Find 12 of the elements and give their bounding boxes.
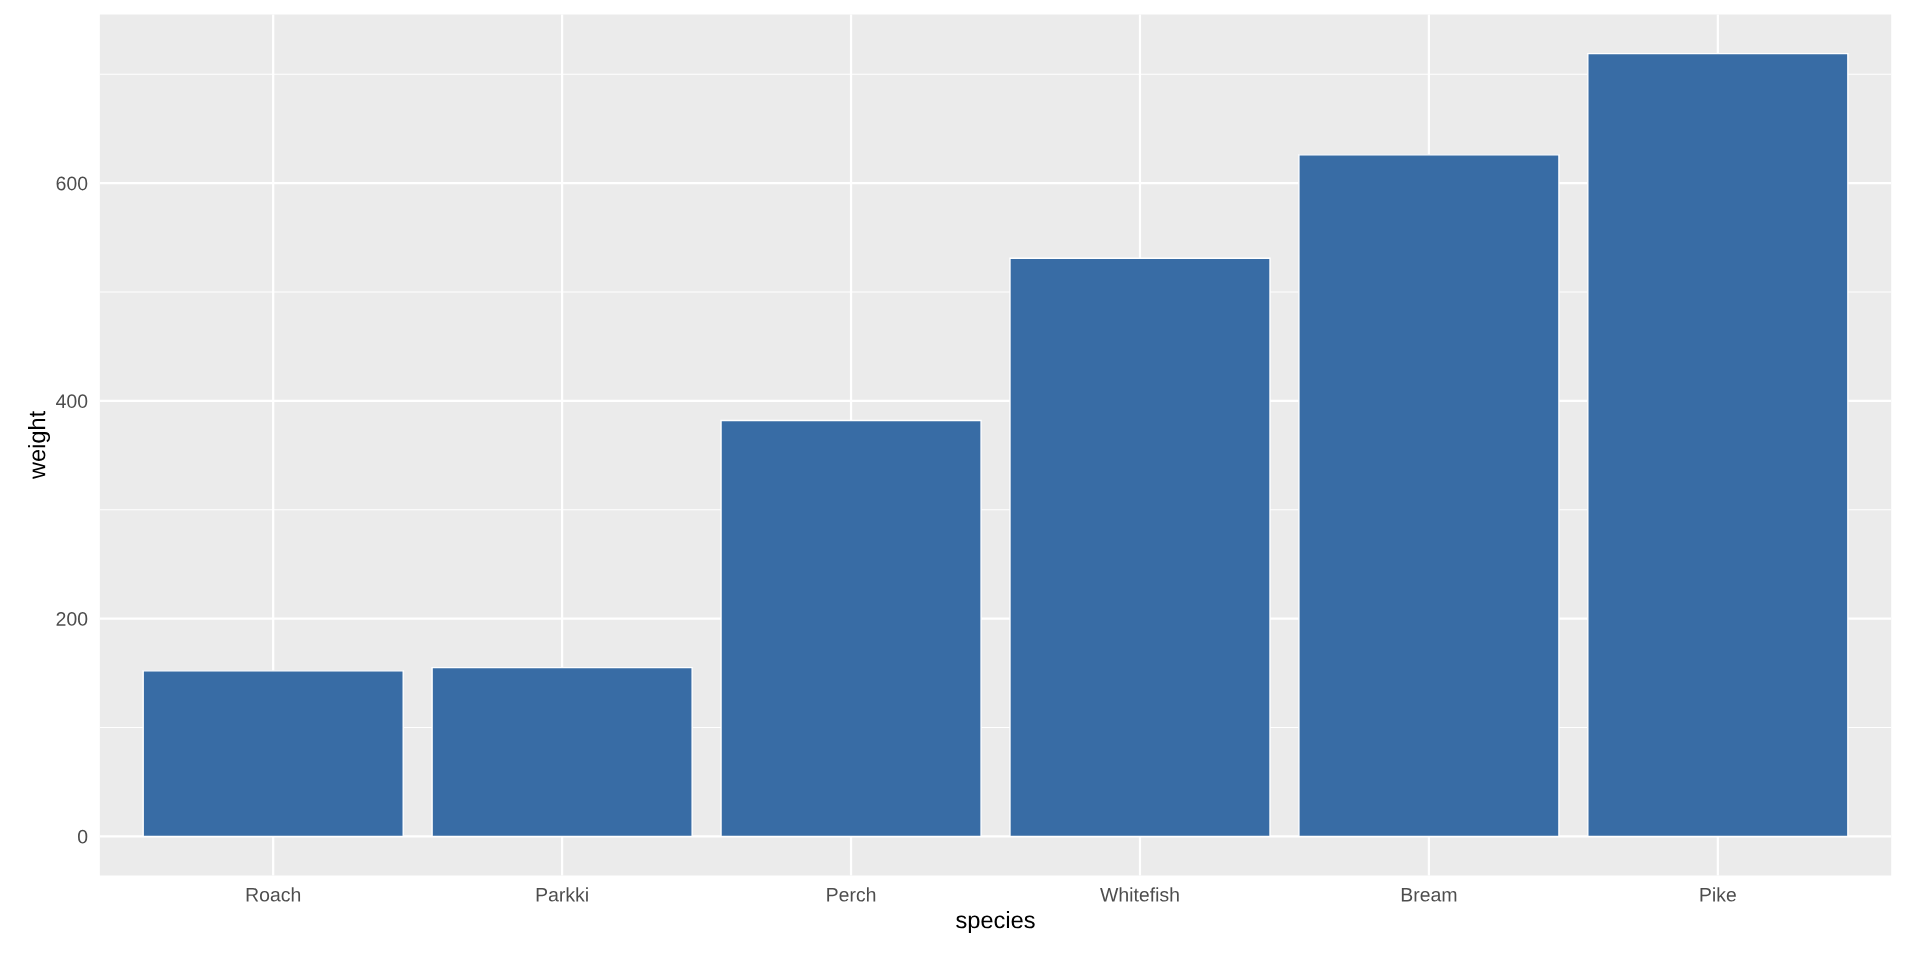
x-tick-label: Perch — [827, 887, 876, 902]
x-tick-label: Bream — [1401, 888, 1457, 902]
y-tick-label: 400 — [56, 394, 88, 409]
y-tick-label: 0 — [77, 829, 88, 844]
x-tick-label: Parkki — [536, 887, 588, 902]
y-tick-label: 200 — [56, 612, 88, 626]
x-tick-label: Whitefish — [1100, 887, 1179, 902]
x-tick-label: Roach — [246, 887, 301, 902]
y-tick-label: 600 — [56, 176, 88, 191]
y-axis-title: weight — [28, 411, 51, 480]
x-axis-title: species — [956, 911, 1035, 934]
x-tick-label: Pike — [1700, 887, 1736, 902]
